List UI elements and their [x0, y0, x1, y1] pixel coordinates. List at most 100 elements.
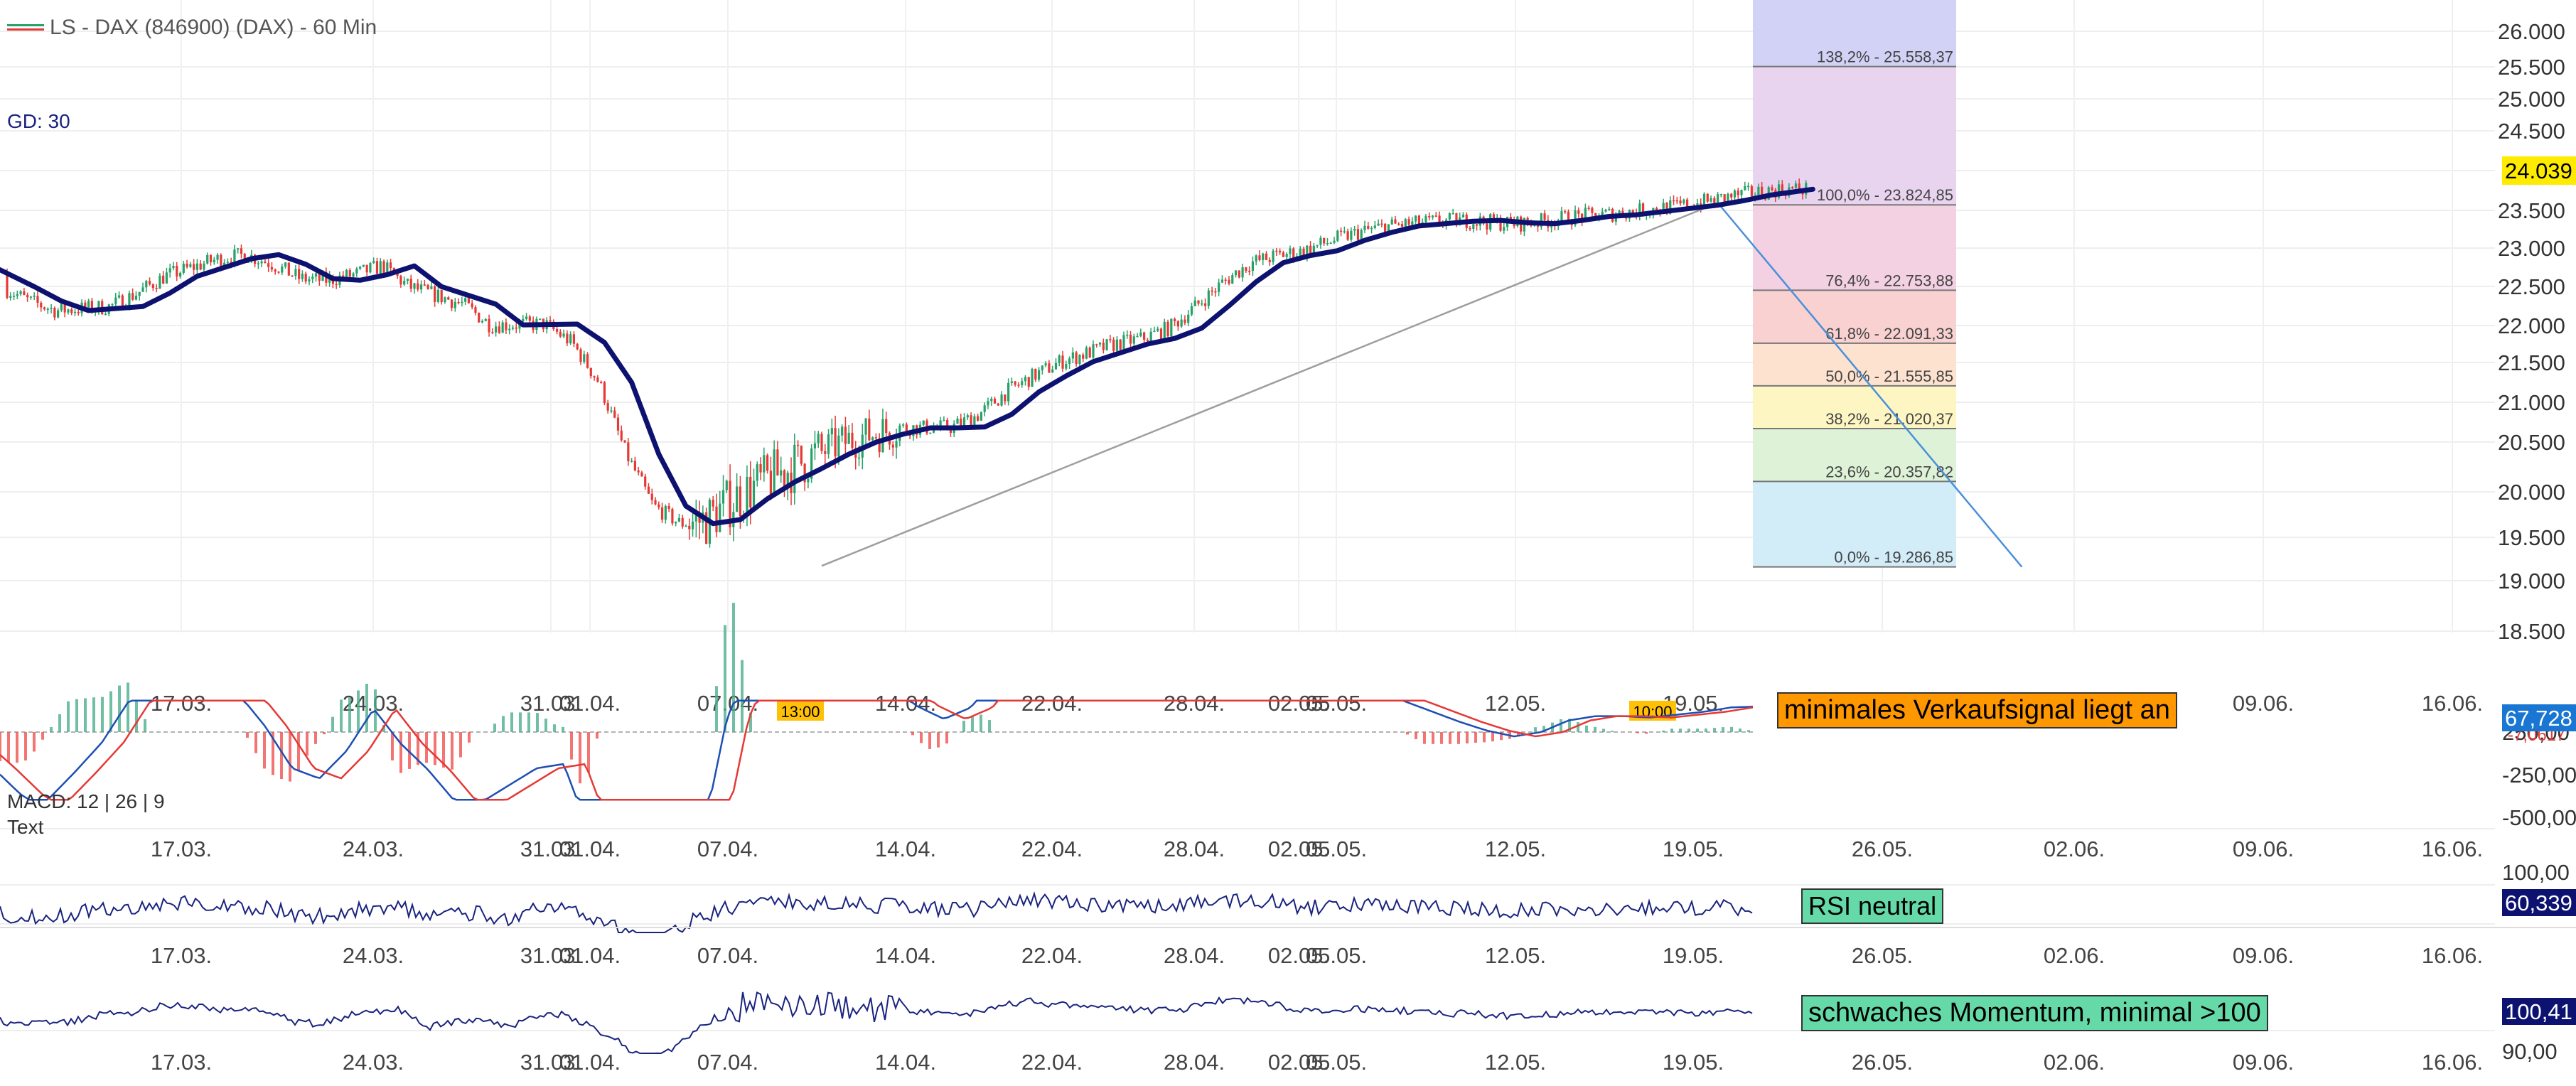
candle-body [1218, 282, 1220, 292]
macd-y-tick-label: -500,00 [2502, 805, 2576, 830]
candle-body [1007, 382, 1010, 402]
candle-body [1631, 210, 1634, 213]
candle-body [1214, 291, 1217, 293]
x-tick-label: 01.04. [559, 837, 621, 861]
candle-body [114, 297, 117, 304]
macd-histogram-bar [340, 699, 343, 732]
candle-body [647, 486, 650, 494]
candle-body [1411, 221, 1414, 225]
candle-body [1051, 369, 1054, 373]
last-price-label: 24.039 [2505, 158, 2572, 183]
candle-body [681, 517, 684, 527]
x-tick-label: 17.03. [151, 837, 212, 861]
candle-body [658, 504, 660, 507]
x-tick-label: 24.03. [343, 1050, 404, 1075]
candle-body [1197, 300, 1200, 304]
macd-histogram-bar [1585, 725, 1588, 732]
x-tick-label: 31.03. [520, 691, 581, 716]
x-tick-label: 12.05. [1485, 837, 1546, 861]
candle-body [623, 440, 626, 443]
candle-body [667, 505, 670, 509]
price-y-tick-label: 25.500 [2498, 55, 2565, 80]
macd-histogram-bar [314, 732, 317, 744]
momentum-value-label: 100,41 [2505, 999, 2572, 1024]
candle-body [257, 263, 259, 264]
candle-body [725, 480, 728, 490]
price-y-tick-label: 22.500 [2498, 274, 2565, 299]
candle-body [362, 264, 365, 267]
macd-histogram-bar [1670, 729, 1673, 732]
projection-line [1717, 202, 2023, 568]
candle-body [719, 503, 721, 532]
candle-body [1021, 381, 1024, 385]
x-tick-label: 05.05. [1306, 1050, 1367, 1075]
x-tick-label: 07.04. [697, 837, 758, 861]
x-tick-label: 01.04. [559, 943, 621, 968]
candle-body [1088, 348, 1091, 358]
x-tick-label: 26.05. [1852, 837, 1913, 861]
candle-body [1323, 237, 1326, 244]
macd-histogram-bar [92, 697, 95, 732]
candle-body [549, 320, 552, 322]
x-tick-label: 17.03. [151, 943, 212, 968]
candle-body [891, 444, 894, 448]
candle-body [1761, 186, 1764, 197]
fibonacci-zone [1753, 481, 1956, 567]
candle-body [1316, 244, 1319, 247]
candle-body [1794, 183, 1798, 188]
macd-histogram-bar [1415, 732, 1417, 740]
macd-histogram-bar [1679, 729, 1682, 732]
candle-body [1591, 208, 1594, 213]
macd-signal-box: minimales Verkaufsignal liegt an [1777, 692, 2177, 729]
macd-histogram-bar [1577, 722, 1579, 732]
candle-body [434, 286, 436, 302]
fibonacci-level-label: 50,0% - 21.555,85 [1825, 367, 1953, 385]
candle-body [1577, 210, 1580, 214]
candle-body [19, 291, 22, 294]
macd-histogram-bar [33, 732, 36, 752]
macd-histogram-bar [459, 732, 462, 758]
x-tick-label: 28.04. [1164, 837, 1225, 861]
macd-histogram-bar [1739, 729, 1742, 732]
candle-body [593, 376, 596, 378]
candle-body [426, 284, 429, 289]
candle-body [1472, 224, 1475, 229]
candle-body [301, 274, 304, 279]
candle-body [1601, 211, 1604, 217]
macd-histogram-bar [7, 732, 10, 763]
candle-body [1509, 216, 1512, 221]
candle-body [186, 263, 188, 267]
candle-body [298, 269, 301, 279]
candle-body [1265, 253, 1268, 260]
candle-body [1098, 343, 1102, 345]
price-y-tick-label: 19.000 [2498, 569, 2565, 593]
macd-histogram-bar [289, 732, 291, 782]
price-y-tick-label: 22.000 [2498, 313, 2565, 338]
candle-body [1798, 183, 1800, 191]
candle-body [1292, 248, 1295, 259]
x-tick-label: 09.06. [2233, 943, 2294, 968]
candle-body [505, 322, 508, 330]
macd-histogram-bar [741, 660, 744, 732]
candle-body [566, 333, 569, 344]
candle-body [555, 328, 559, 332]
candle-body [864, 418, 867, 435]
candle-body [1461, 214, 1465, 217]
candle-body [559, 331, 562, 337]
candle-body [1220, 279, 1224, 283]
candle-body [264, 261, 267, 264]
candle-body [1448, 213, 1451, 220]
candle-body [195, 263, 198, 270]
candle-body [318, 273, 321, 281]
candle-body [633, 461, 636, 471]
candle-body [484, 318, 487, 321]
fibonacci-level-label: 76,4% - 22.753,88 [1825, 272, 1953, 289]
candle-body [1397, 223, 1400, 225]
candle-body [1618, 210, 1621, 215]
price-y-tick-label: 20.500 [2498, 430, 2565, 455]
candle-body [1733, 190, 1737, 198]
momentum-line [0, 991, 1753, 1055]
candle-body [600, 382, 603, 383]
candle-body [447, 297, 450, 300]
candle-body [1044, 363, 1047, 366]
